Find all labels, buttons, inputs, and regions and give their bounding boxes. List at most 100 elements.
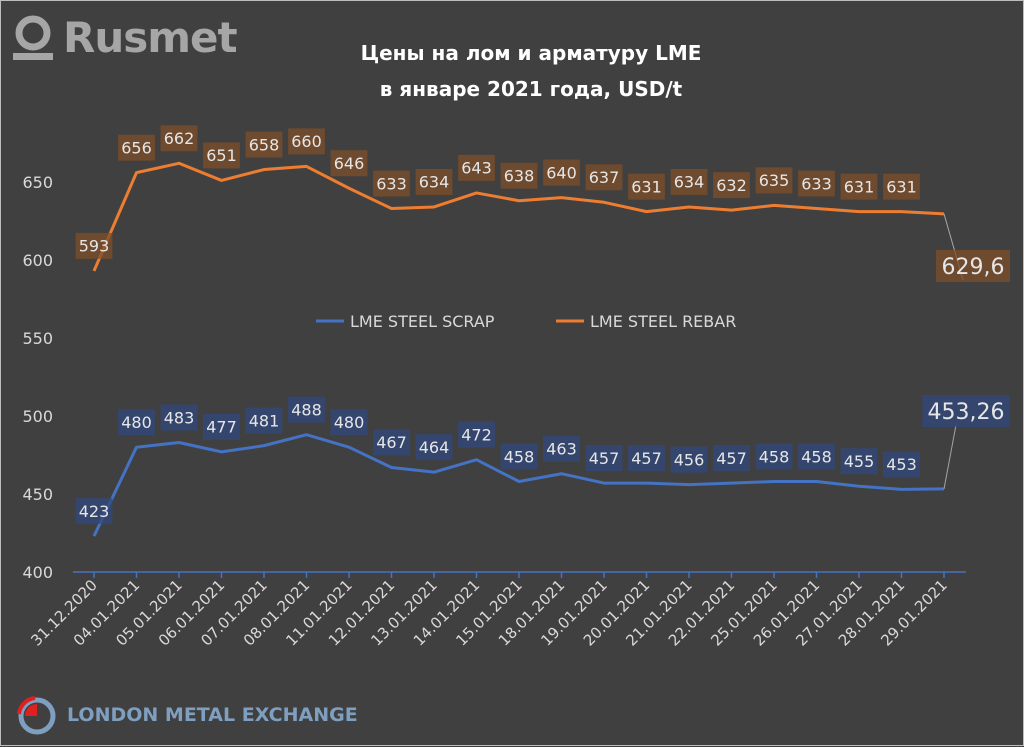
series-line-scrap <box>92 433 945 537</box>
data-label: 656 <box>121 138 152 157</box>
data-label-bg <box>203 413 240 440</box>
data-label-bg <box>883 173 920 200</box>
data-label-bg <box>798 170 835 197</box>
data-label-bg <box>670 168 708 195</box>
data-label: 662 <box>164 129 195 148</box>
data-label-bg <box>75 498 113 525</box>
data-label-bg <box>543 435 580 462</box>
data-label: 467 <box>376 433 407 452</box>
data-label: 455 <box>844 452 875 471</box>
data-label: 640 <box>546 163 577 182</box>
data-label-bg <box>798 443 835 470</box>
data-label: 488 <box>291 400 322 419</box>
data-label-bg <box>160 125 198 152</box>
leader-line <box>943 424 957 490</box>
data-label-bg <box>713 172 750 199</box>
chart-subtitle: в январе 2021 года, USD/t <box>379 77 683 101</box>
rusmet-logo: Rusmet <box>11 13 238 62</box>
data-label-bg <box>755 167 793 194</box>
data-label-bg <box>500 162 538 189</box>
data-label: 660 <box>291 132 322 151</box>
data-label: 458 <box>759 447 790 466</box>
data-label: 481 <box>249 411 280 430</box>
data-label-bg <box>840 448 878 475</box>
data-label-bg <box>288 396 325 423</box>
data-label: 646 <box>334 154 365 173</box>
data-label: 631 <box>631 177 662 196</box>
data-label: 635 <box>759 171 790 190</box>
rusmet-logo-icon <box>13 15 53 60</box>
data-label: 457 <box>716 449 747 468</box>
data-label: 631 <box>886 177 917 196</box>
lme-logo: LONDON METAL EXCHANGE <box>15 694 358 736</box>
lme-logo-icon <box>17 696 56 735</box>
data-label: 456 <box>674 450 705 469</box>
series-line-rebar <box>92 161 945 272</box>
data-label: 658 <box>249 135 280 154</box>
data-label-bg <box>922 395 1010 427</box>
data-label: 477 <box>206 418 237 437</box>
data-label-bg <box>713 445 750 472</box>
data-label: 651 <box>206 146 237 165</box>
data-label-bg <box>500 443 538 470</box>
data-label: 643 <box>461 159 492 178</box>
data-label: 637 <box>589 168 620 187</box>
data-label-bg <box>543 159 580 186</box>
data-label-bg <box>840 173 878 200</box>
data-label-bg <box>755 443 793 470</box>
chart-title: Цены на лом и арматуру LME <box>360 41 702 65</box>
data-label: 453,26 <box>928 400 1005 425</box>
data-label: 638 <box>504 166 535 185</box>
y-tick-label: 450 <box>22 485 53 504</box>
data-label: 631 <box>844 177 875 196</box>
data-label: 463 <box>546 439 577 458</box>
data-label-bg <box>585 445 623 472</box>
data-label-bg <box>628 445 665 472</box>
data-label: 457 <box>589 449 620 468</box>
data-label-bg <box>585 164 623 191</box>
data-label-bg <box>330 150 368 177</box>
data-label-bg <box>373 170 410 197</box>
data-label: 458 <box>801 447 832 466</box>
data-label-bg <box>373 429 410 456</box>
data-label: 633 <box>376 174 407 193</box>
data-label: 453 <box>886 455 917 474</box>
data-label-bg <box>628 173 665 200</box>
data-label: 480 <box>121 413 152 432</box>
data-label: 634 <box>674 173 705 192</box>
lme-logo-text: LONDON METAL EXCHANGE <box>67 704 358 726</box>
data-label-bg <box>936 250 1010 282</box>
data-label: 464 <box>419 438 450 457</box>
data-label: 472 <box>461 425 492 444</box>
y-tick-label: 500 <box>22 407 53 426</box>
y-tick-label: 550 <box>22 329 53 348</box>
data-label: 632 <box>716 176 747 195</box>
y-tick-label: 600 <box>22 251 53 270</box>
y-tick-label: 400 <box>22 563 53 582</box>
data-label: 593 <box>79 237 110 256</box>
data-label-bg <box>245 407 283 434</box>
data-label-bg <box>203 142 240 169</box>
data-label-bg <box>245 131 283 158</box>
data-label-bg <box>288 128 325 155</box>
data-label: 480 <box>334 413 365 432</box>
data-label-bg <box>330 409 368 436</box>
data-label: 629,6 <box>942 255 1005 280</box>
data-label-bg <box>118 134 155 161</box>
data-label: 457 <box>631 449 662 468</box>
data-label: 458 <box>504 447 535 466</box>
data-label-bg <box>415 168 453 195</box>
data-label: 423 <box>79 502 110 521</box>
data-label-bg <box>458 154 495 181</box>
data-label-bg <box>118 409 155 436</box>
y-tick-label: 650 <box>22 173 53 192</box>
data-label-bg <box>75 232 113 259</box>
data-label: 483 <box>164 408 195 427</box>
data-label-bg <box>883 451 920 478</box>
data-label: 633 <box>801 174 832 193</box>
data-label-bg <box>160 404 198 431</box>
data-label-bg <box>670 446 708 473</box>
rusmet-logo-text: Rusmet <box>63 13 238 62</box>
